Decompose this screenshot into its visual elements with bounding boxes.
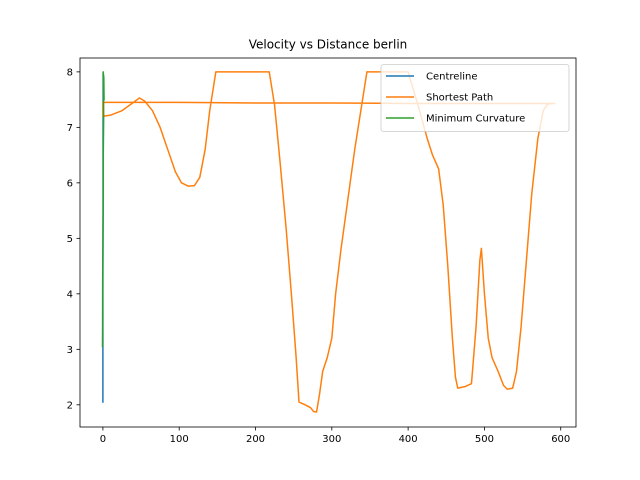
x-tick-label: 0 — [100, 434, 106, 445]
series-line-shortest-path — [102, 71, 556, 413]
x-tick-label: 500 — [475, 434, 494, 445]
legend-label: Centreline — [426, 72, 477, 83]
x-tick-label: 200 — [246, 434, 265, 445]
series-layer — [101, 71, 556, 413]
legend: Centreline Shortest Path Minimum Curvature — [380, 64, 570, 132]
y-tick-label: 2 — [67, 400, 73, 411]
y-axis: 2 3 4 5 6 7 8 — [67, 67, 80, 411]
y-tick-label: 7 — [67, 123, 73, 134]
chart-title: Velocity vs Distance berlin — [249, 38, 408, 52]
y-tick-label: 3 — [67, 345, 73, 356]
legend-frame — [380, 64, 570, 132]
x-tick-label: 600 — [551, 434, 570, 445]
plot-frame — [79, 57, 577, 428]
x-axis: 0 100 200 300 400 500 600 — [100, 427, 570, 445]
legend-label: Shortest Path — [426, 93, 493, 104]
x-tick-label: 300 — [322, 434, 341, 445]
legend-label: Minimum Curvature — [426, 114, 525, 125]
y-tick-label: 4 — [67, 289, 73, 300]
x-tick-label: 400 — [399, 434, 418, 445]
y-tick-label: 5 — [67, 234, 73, 245]
y-tick-label: 6 — [67, 178, 73, 189]
x-tick-label: 100 — [170, 434, 189, 445]
y-tick-label: 8 — [67, 67, 73, 78]
series-line-minimum-curvature — [101, 71, 105, 348]
